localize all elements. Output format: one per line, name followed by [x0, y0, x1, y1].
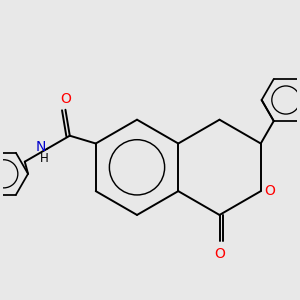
- Text: N: N: [35, 140, 46, 154]
- Text: H: H: [39, 152, 48, 165]
- Text: O: O: [264, 184, 275, 198]
- Text: O: O: [60, 92, 71, 106]
- Text: O: O: [214, 247, 225, 261]
